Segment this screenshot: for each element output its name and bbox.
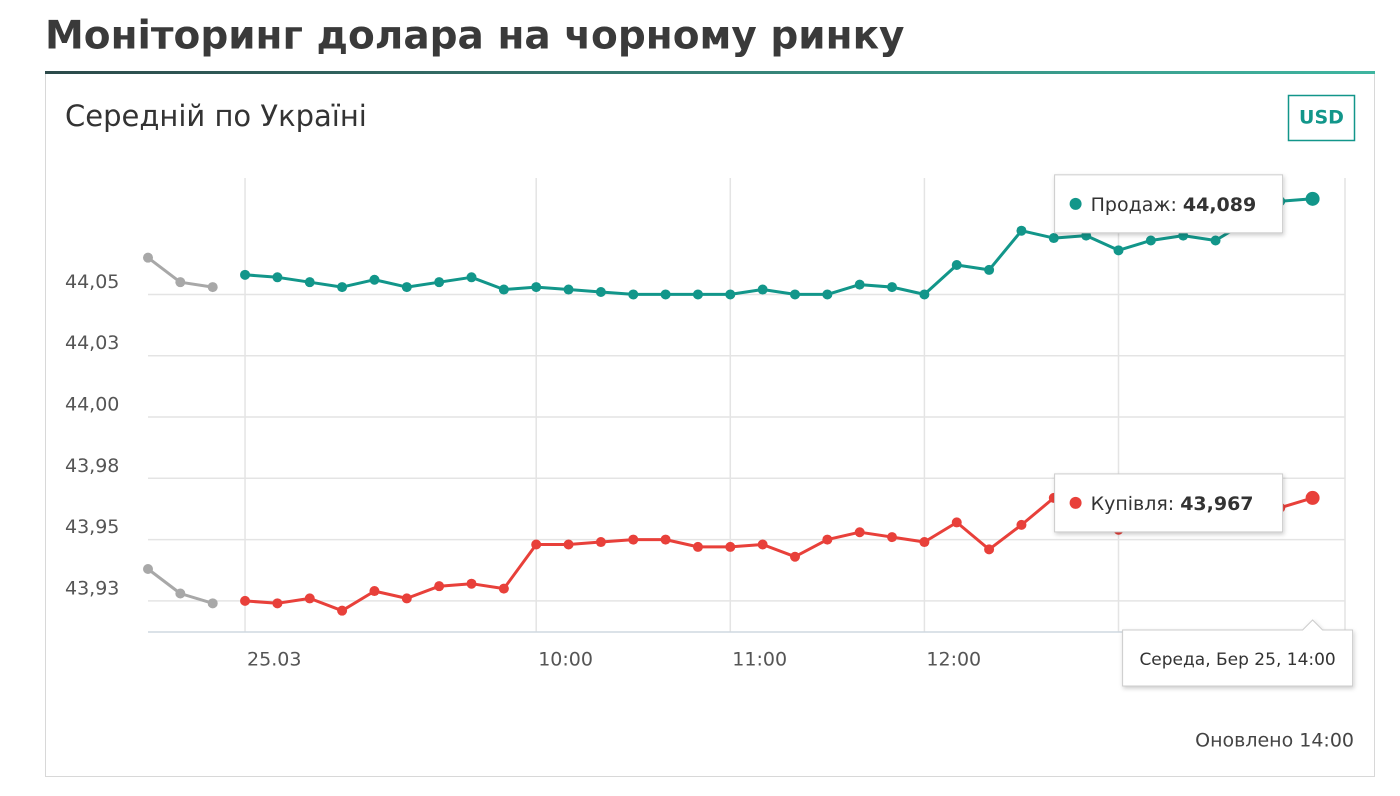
data-point [563,539,574,550]
x-tick-label: 11:00 [732,649,787,671]
data-point [337,282,348,293]
data-point [498,284,509,295]
x-tick-label: 25.03 [247,649,301,671]
data-point [466,272,477,283]
data-point [434,581,445,592]
data-point [984,264,995,275]
data-point [854,527,865,538]
data-point [757,539,768,550]
data-point [1305,191,1320,206]
tooltip-name: Купівля: [1091,492,1175,514]
currency-label: USD [1299,107,1344,129]
data-point [595,286,606,297]
data-point [531,539,542,550]
chart: 43,93 43,95 43,98 44,00 44,03 44,05 25.03 10:00… [65,174,1354,687]
data-point [951,260,962,271]
data-point [887,532,898,543]
data-point [143,252,153,263]
data-point [1145,235,1156,246]
data-point [401,593,412,604]
data-point [854,279,865,290]
value-tooltip: Продаж: 44,089 [1054,174,1284,234]
data-point [143,563,153,574]
updated-note: Оновлено 14:00 [1195,730,1354,752]
data-point [272,598,283,609]
y-tick-label: 44,05 [65,271,119,293]
y-tick-label: 43,98 [65,455,119,477]
x-tick-label: 10:00 [538,649,593,671]
data-point [822,289,833,300]
data-point [822,534,833,545]
data-point [951,517,962,528]
currency-button[interactable] [1287,94,1356,142]
data-point [660,534,671,545]
value-tooltip: Купівля: 43,967 [1054,473,1284,533]
data-point [304,277,315,288]
data-point [1113,245,1124,256]
y-tick-label: 44,03 [65,332,119,354]
data-point [595,537,606,548]
data-point [207,598,218,609]
title-underline [45,71,1375,74]
y-tick-label: 43,95 [65,516,119,538]
tooltip-value: 44,089 [1183,193,1256,215]
data-point [628,289,639,300]
data-point [337,605,348,616]
data-point [175,277,186,288]
tooltip-box [1122,619,1354,687]
data-point [240,595,251,606]
data-point [240,269,251,280]
data-point [1048,233,1059,244]
data-point [919,537,930,548]
data-point [207,282,218,293]
data-point [563,284,574,295]
tooltip-box [1054,473,1284,533]
data-point [175,588,186,599]
data-point [628,534,639,545]
y-tick-label: 44,00 [65,394,119,416]
data-point [272,272,283,283]
data-point [725,289,736,300]
data-point [984,544,995,555]
x-tick-label: 12:00 [926,649,981,671]
data-point [660,289,671,300]
data-point [434,277,445,288]
card-subtitle: Середній по Україні [65,99,367,133]
data-point [304,593,315,604]
tooltip-dot [1069,496,1082,509]
data-point [692,541,703,552]
tooltip-date: Середа, Бер 25, 14:00 [1139,650,1335,670]
data-point [1016,519,1027,530]
data-point [498,583,509,594]
data-point [466,578,477,589]
series-line [244,197,1313,296]
data-point [725,541,736,552]
page-title: Моніторинг долара на чорному ринку [45,14,904,59]
data-point [757,284,768,295]
data-point [1210,235,1221,246]
x-tooltip: Середа, Бер 25, 14:00 [1122,619,1354,687]
tooltip-box [1054,174,1284,234]
data-point [401,282,412,293]
tooltip-text: Купівля: 43,967 [1091,492,1254,514]
data-point [531,282,542,293]
tooltip-value: 43,967 [1180,492,1253,514]
data-point [369,274,380,285]
y-tick-label: 43,93 [65,577,119,599]
tooltip-text: Продаж: 44,089 [1091,193,1257,215]
tooltip-name: Продаж: [1091,193,1177,215]
data-point [692,289,703,300]
data-point [790,551,800,562]
tooltip-dot [1069,197,1082,210]
data-point [1305,490,1320,505]
data-point [1016,225,1027,236]
data-point [887,282,898,293]
data-point [790,289,800,300]
data-point [919,289,930,300]
data-point [369,586,380,597]
